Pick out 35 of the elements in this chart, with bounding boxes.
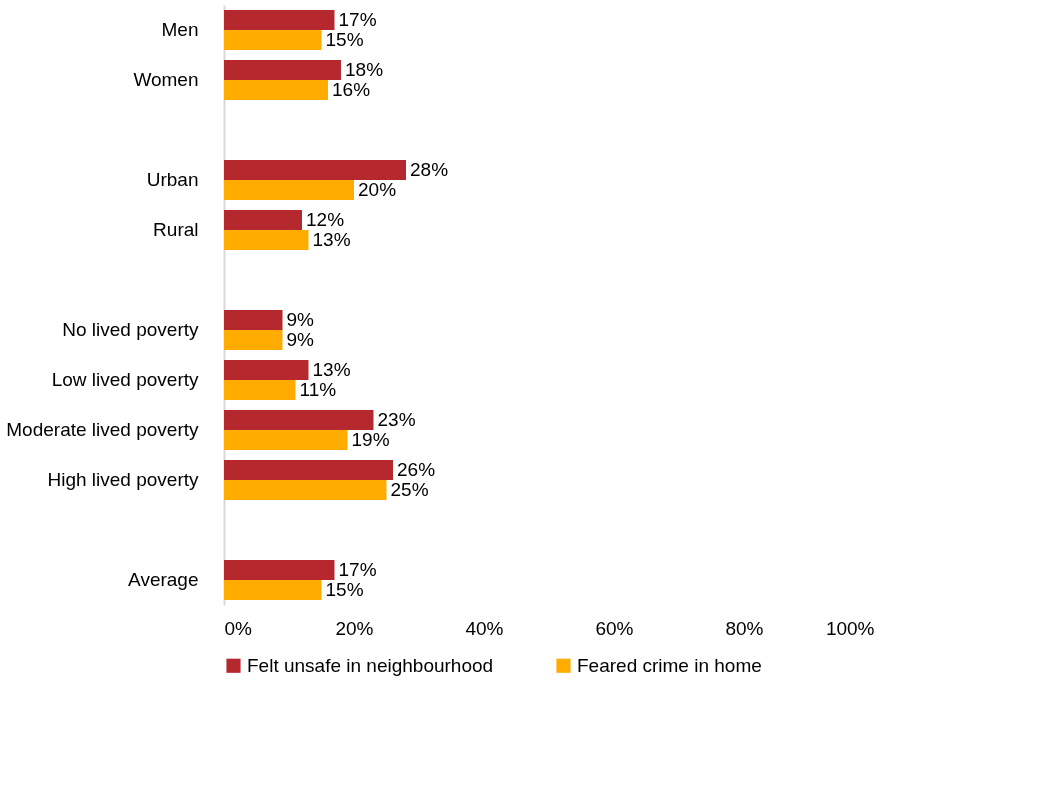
- legend-label: Felt unsafe in neighbourhood: [247, 654, 494, 676]
- data-label: 20%: [358, 179, 397, 200]
- data-label: 17%: [338, 9, 377, 30]
- data-label: 15%: [325, 29, 364, 50]
- data-label: 15%: [325, 579, 364, 600]
- data-label: 9%: [286, 329, 315, 350]
- data-label: 28%: [410, 159, 449, 180]
- y-tick-label: Average: [128, 569, 199, 590]
- data-label: 18%: [345, 59, 384, 80]
- y-tick-label: High lived poverty: [47, 469, 199, 490]
- y-tick-label: No lived poverty: [62, 319, 199, 340]
- y-tick-label: Moderate lived poverty: [6, 419, 199, 440]
- x-tick-label: 100%: [825, 617, 875, 639]
- data-label: 11%: [299, 379, 337, 400]
- x-tick-label: 40%: [465, 617, 504, 639]
- data-label: 9%: [286, 309, 315, 330]
- y-tick-label: Urban: [146, 169, 199, 190]
- x-tick-label: 60%: [595, 617, 634, 639]
- y-tick-label: Men: [161, 19, 199, 40]
- data-label: 12%: [306, 209, 345, 230]
- data-label: 13%: [312, 229, 351, 250]
- y-tick-label: Low lived poverty: [51, 369, 199, 390]
- y-tick-label: Women: [133, 69, 199, 90]
- data-label: 17%: [338, 559, 377, 580]
- data-label: 13%: [312, 359, 351, 380]
- x-tick-label: 20%: [335, 617, 374, 639]
- data-label: 16%: [332, 79, 371, 100]
- x-tick-label: 0%: [224, 617, 253, 639]
- x-tick-label: 80%: [725, 617, 764, 639]
- data-label: 25%: [390, 479, 429, 500]
- data-label: 23%: [377, 409, 416, 430]
- data-label: 19%: [351, 429, 390, 450]
- legend-label: Feared crime in home: [577, 654, 762, 676]
- data-label: 26%: [397, 459, 436, 480]
- y-tick-label: Rural: [153, 219, 199, 240]
